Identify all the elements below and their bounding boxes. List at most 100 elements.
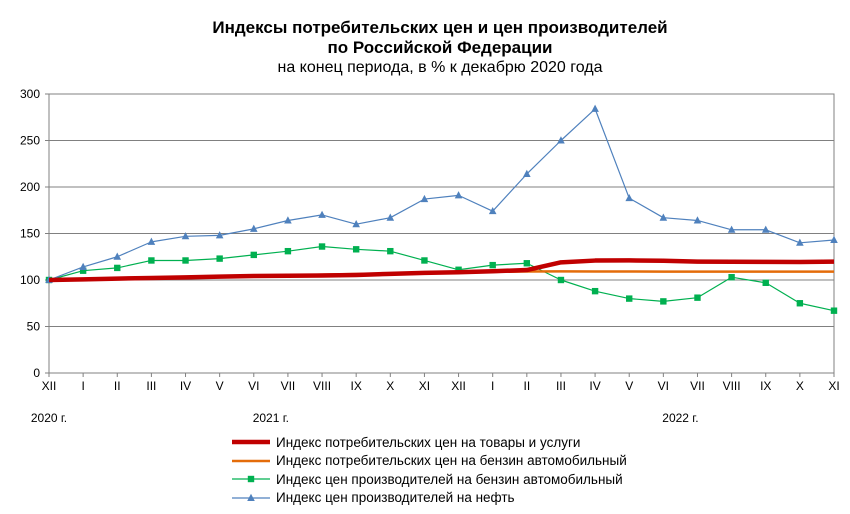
series-2-point — [591, 287, 599, 295]
series-3-point — [386, 213, 395, 221]
legend-swatch — [232, 459, 270, 462]
series-2-point — [148, 257, 155, 264]
series-3-point — [181, 232, 190, 240]
y-tick-label: 250 — [20, 134, 40, 148]
series-2-point — [660, 298, 667, 305]
legend-label: Индекс цен производителей на бензин авто… — [276, 471, 623, 487]
chart-title-line2: по Российской Федерации — [327, 38, 553, 57]
x-tick-label: XII — [451, 379, 466, 393]
series-3-point — [420, 194, 429, 203]
x-tick-label: X — [386, 379, 394, 393]
legend-item: Индекс потребительских цен на бензин авт… — [230, 452, 627, 471]
series-3-point — [693, 216, 702, 224]
x-tick-label: IV — [180, 379, 191, 393]
legend-swatch-marker — [247, 476, 255, 483]
x-tick-label: XI — [828, 379, 839, 393]
y-tick-label: 300 — [20, 87, 40, 101]
x-tick-label: VIII — [313, 379, 331, 393]
x-tick-label: IV — [589, 379, 600, 393]
x-tick-label: I — [81, 379, 84, 393]
x-tick-label: V — [625, 379, 633, 393]
x-tick-label: III — [146, 379, 156, 393]
series-3-point — [454, 191, 463, 199]
legend-swatch — [232, 440, 270, 445]
legend-label: Индекс цен производителей на нефть — [276, 490, 515, 506]
series-2-point — [284, 247, 292, 255]
x-tick-label: V — [216, 379, 224, 393]
series-3-point — [591, 104, 599, 112]
series-2-point — [421, 257, 428, 264]
series-3-point — [215, 231, 224, 239]
series-3-point — [557, 136, 565, 144]
y-tick-label: 100 — [20, 273, 40, 287]
series-2-point — [762, 279, 769, 286]
series-line-0 — [48, 258, 835, 283]
legend-swatch — [232, 476, 270, 483]
x-tick-label: IX — [351, 379, 362, 393]
series-3-point — [318, 210, 326, 218]
series-2-point — [79, 267, 87, 274]
series-2-point — [114, 264, 121, 272]
series-3-point — [625, 193, 634, 202]
x-tick-label: VI — [248, 379, 259, 393]
series-3-point — [113, 252, 122, 260]
series-3-point — [488, 206, 497, 215]
series-2-point — [728, 274, 735, 281]
series-2-point — [796, 300, 804, 307]
series-3-point — [147, 237, 156, 245]
series-3-point — [830, 235, 838, 244]
y-tick-label: 0 — [33, 366, 40, 380]
year-label: 2022 г. — [662, 411, 698, 425]
chart-subtitle: на конец периода, в % к декабрю 2020 год… — [277, 59, 603, 76]
series-2-point — [830, 307, 838, 314]
series-3-point — [352, 220, 360, 228]
series-3-point — [249, 224, 258, 232]
y-tick-label: 150 — [20, 227, 40, 241]
legend-label: Индекс потребительских цен на товары и у… — [276, 434, 581, 450]
legend-label: Индекс потребительских цен на бензин авт… — [276, 453, 627, 469]
series-3-point — [727, 225, 736, 233]
series-2-point — [216, 255, 223, 262]
legend-item: Индекс цен производителей на бензин авто… — [230, 470, 627, 489]
series-3-point — [761, 225, 770, 233]
series-2-point — [182, 257, 189, 264]
chart-title-block: Индексы потребительских цен и цен произв… — [0, 18, 850, 78]
x-tick-label: VII — [690, 379, 705, 393]
series-2-point — [250, 251, 257, 259]
legend-swatch — [232, 493, 270, 501]
legend-item: Индекс потребительских цен на товары и у… — [230, 433, 627, 452]
x-tick-label: I — [491, 379, 494, 393]
x-tick-label: IX — [760, 379, 771, 393]
x-tick-label: III — [556, 379, 566, 393]
legend-item: Индекс цен производителей на нефть — [230, 489, 627, 508]
x-tick-label: II — [523, 379, 530, 393]
x-tick-label: VII — [281, 379, 296, 393]
series-3-point — [523, 169, 531, 177]
series-3-point — [659, 213, 668, 221]
series-2-point — [523, 260, 531, 267]
x-tick-label: VI — [658, 379, 669, 393]
series-3-point — [796, 238, 804, 246]
series-2-point — [489, 261, 496, 269]
series-3-point — [79, 262, 87, 270]
y-tick-label: 50 — [27, 320, 41, 334]
year-label: 2020 г. — [31, 411, 67, 425]
x-tick-label: VIII — [723, 379, 741, 393]
x-tick-label: XII — [42, 379, 57, 393]
legend-swatch-marker — [247, 493, 255, 501]
series-2-point — [557, 276, 565, 284]
series-line-3 — [48, 108, 835, 281]
series-2-point — [318, 243, 326, 250]
series-2-point — [387, 247, 394, 255]
series-2-point — [626, 295, 633, 302]
series-2-point — [694, 294, 701, 301]
series-line-2 — [48, 245, 835, 312]
year-label: 2021 г. — [253, 411, 289, 425]
x-tick-label: II — [114, 379, 121, 393]
x-tick-label: XI — [419, 379, 430, 393]
chart-title: Индексы потребительских цен и цен произв… — [212, 18, 668, 37]
series-2-point — [455, 266, 462, 273]
x-tick-label: X — [796, 379, 804, 393]
